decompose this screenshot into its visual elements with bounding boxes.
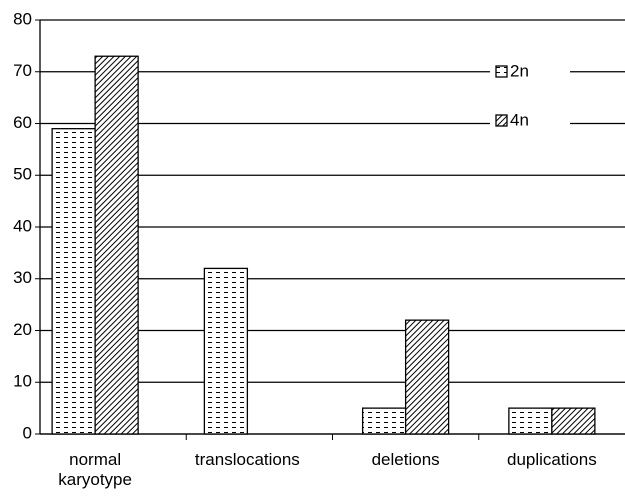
y-tick-label: 50 (13, 165, 32, 184)
y-tick-label: 40 (13, 216, 32, 235)
y-tick-label: 70 (13, 61, 32, 80)
legend-swatch (495, 114, 508, 127)
x-tick-label: translocations (194, 450, 300, 469)
bar (508, 407, 553, 435)
bar (203, 267, 249, 435)
bar (551, 407, 596, 435)
y-tick-label: 10 (13, 372, 32, 391)
y-tick-label: 80 (13, 9, 32, 28)
legend-swatch (495, 65, 508, 78)
legend-label: 4n (510, 110, 529, 129)
x-tick-label: normal karyotype (58, 450, 132, 489)
y-tick-label: 30 (13, 268, 32, 287)
x-tick-label: duplications (506, 450, 597, 469)
legend-label: 2n (510, 61, 529, 80)
x-tick-label: deletions (371, 450, 440, 469)
bar (51, 128, 96, 435)
bar (404, 319, 450, 435)
y-tick-label: 60 (13, 113, 32, 132)
legend-box (490, 50, 570, 145)
y-tick-label: 20 (13, 320, 32, 339)
bar (94, 55, 139, 435)
bar (361, 407, 407, 435)
y-tick-label: 0 (23, 423, 32, 442)
